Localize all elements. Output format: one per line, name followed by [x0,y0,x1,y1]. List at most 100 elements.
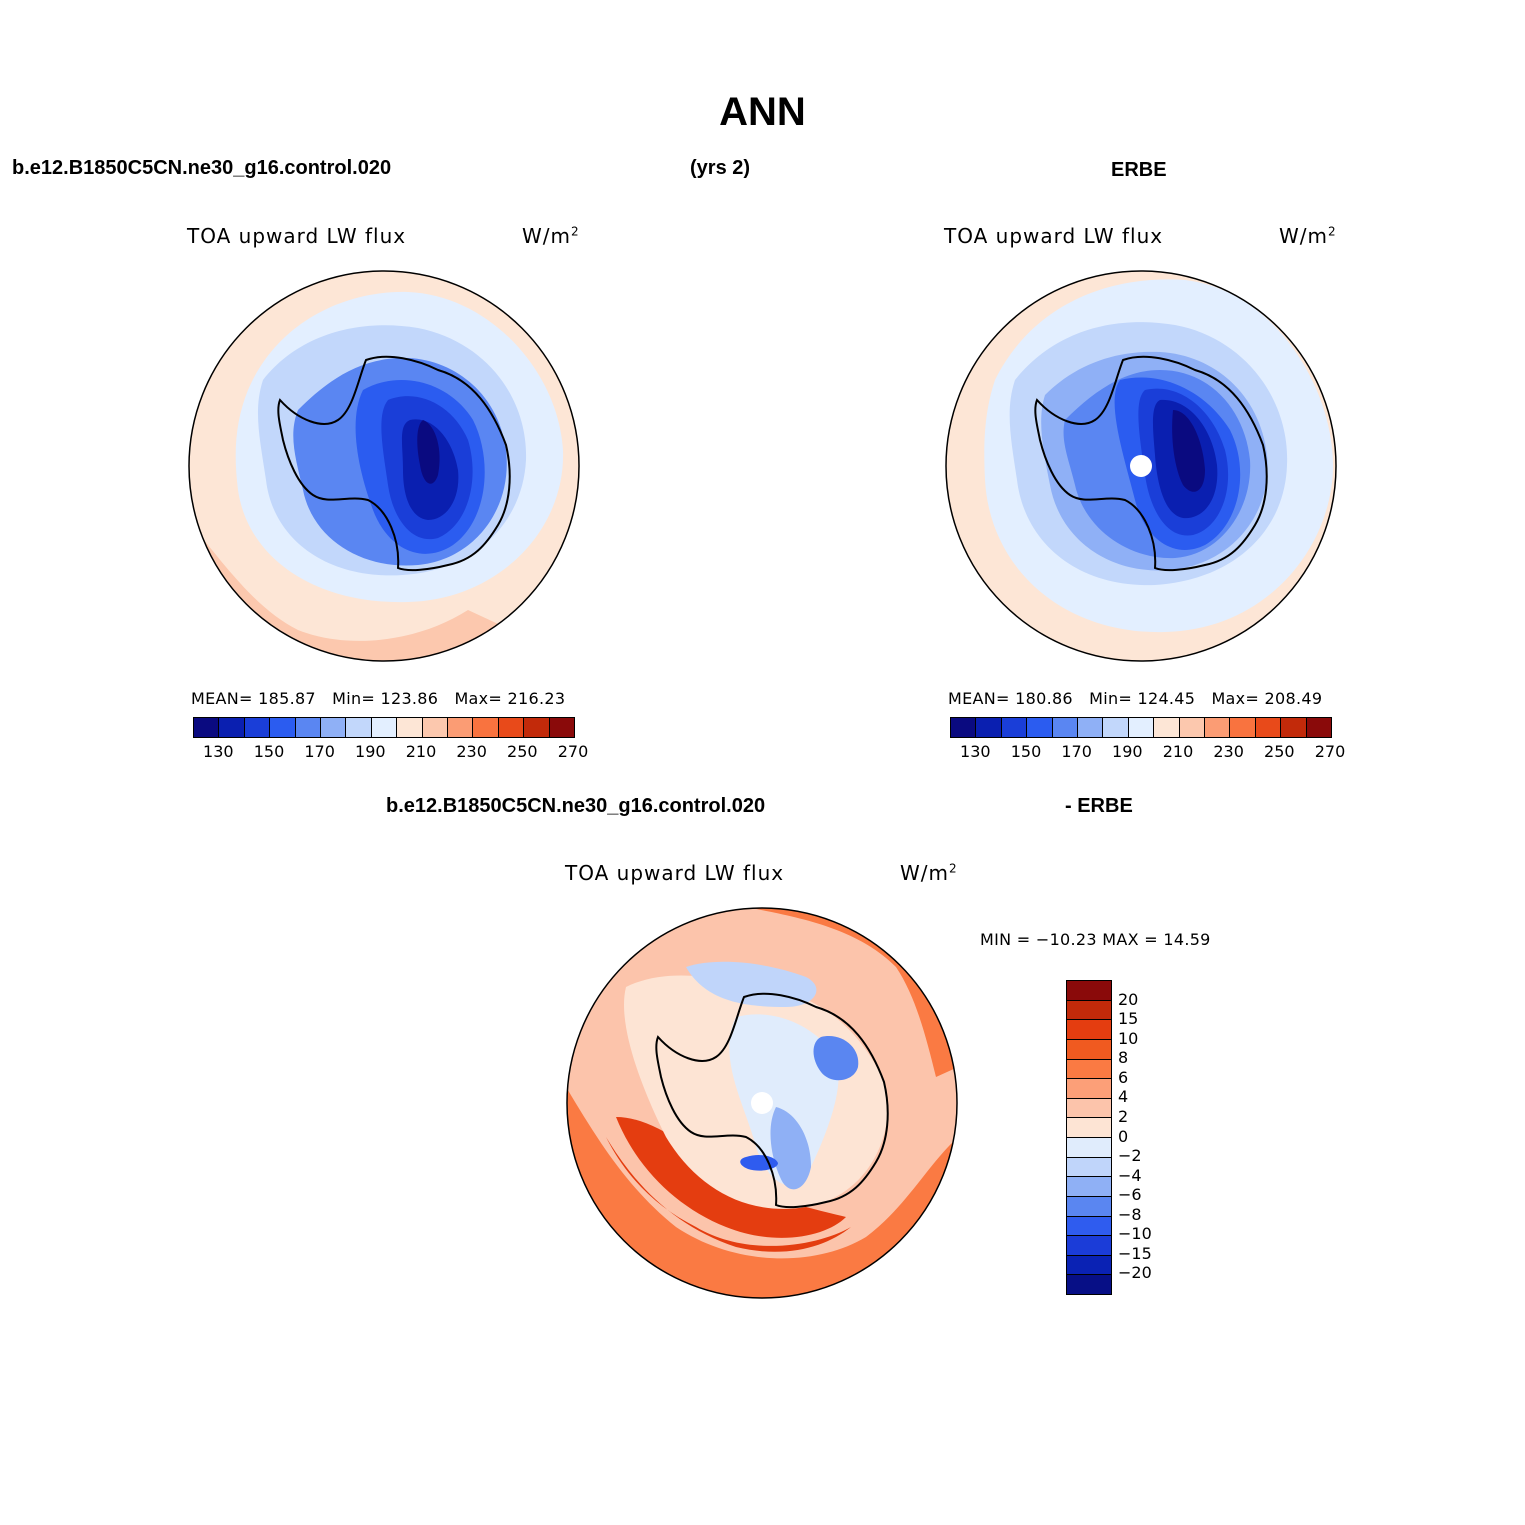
colorbar-swatch [1067,1274,1111,1294]
diff-field-0 [729,1014,839,1186]
colorbar-swatch [396,718,422,737]
diff-map-border [566,907,958,1299]
colorbar-swatch [472,718,498,737]
diff-field-neg4 [770,1107,811,1190]
diff-field-neg6 [813,1036,859,1081]
colorbar-tick-label: 270 [1314,742,1346,761]
colorbar-tick-label: 230 [456,742,487,761]
colorbar-swatch [194,718,219,737]
obs-units-label: W/m2 [1279,224,1337,248]
colorbar-tick-label: 250 [1264,742,1295,761]
main-title: ANN [719,90,806,134]
colorbar-swatch [975,718,1001,737]
colorbar-swatch [1280,718,1306,737]
model-map-border [188,270,580,662]
diff-polar-map [566,907,958,1299]
colorbar-swatch [1305,718,1332,737]
colorbar-swatch [1067,981,1111,1000]
colorbar-tick-label: 230 [1213,742,1244,761]
colorbar-tick-label: 10 [1118,1028,1139,1048]
diff-obs-header: - ERBE [1065,795,1133,817]
colorbar-tick-label: 210 [405,742,437,761]
colorbar-swatch [1178,718,1205,737]
colorbar-swatch [1067,1019,1111,1039]
colorbar-tick-label: 8 [1118,1048,1129,1068]
colorbar-swatch [1067,999,1111,1020]
colorbar-swatch [1067,1176,1111,1196]
colorbar-swatch [523,718,549,737]
model-antarctica-coastline [277,355,511,572]
diff-field-10 [606,1137,851,1252]
diff-stats: MIN = −10.23 MAX = 14.59 [980,930,1211,949]
colorbar-swatch [1067,1038,1111,1059]
diff-variable-label: TOA upward LW flux [565,861,785,885]
colorbar-tick-label: 130 [960,742,991,761]
colorbar-tick-label: −15 [1118,1243,1152,1263]
colorbar-swatch [1229,718,1255,737]
colorbar-tick-label: 150 [253,742,285,761]
colorbar-tick-label: 6 [1118,1067,1129,1087]
obs-field-130 [1172,410,1205,492]
model-colorbar [193,717,575,738]
colorbar-tick-label: 4 [1118,1087,1129,1107]
colorbar-swatch [243,718,270,737]
colorbar-tick-label: 2 [1118,1106,1129,1126]
colorbar-swatch [447,718,473,737]
diff-colorbar-ticks: 20 15 10 8 6 4 2 0 −2 −4 −6 −8 −10 −15 −20 [1118,980,1178,1293]
colorbar-tick-label: −6 [1118,1185,1142,1205]
obs-variable-label: TOA upward LW flux [944,224,1164,248]
diff-colorbar [1066,980,1112,1295]
obs-colorbar [950,717,1332,738]
colorbar-swatch [497,718,524,737]
colorbar-swatch [1067,1215,1111,1236]
colorbar-swatch [1204,718,1230,737]
obs-colorbar-ticks: 130 150 170 190 210 230 250 270 [950,742,1345,762]
colorbar-swatch [1067,1097,1111,1118]
colorbar-swatch [1067,1058,1111,1079]
colorbar-tick-label: 210 [1162,742,1194,761]
colorbar-tick-label: −4 [1118,1165,1142,1185]
model-field-warm [189,520,579,661]
colorbar-tick-label: −10 [1118,1224,1152,1244]
obs-name-header: ERBE [1111,159,1167,181]
colorbar-swatch [1067,1137,1111,1157]
diff-pole-gap [751,1092,773,1114]
colorbar-tick-label: 170 [1061,742,1092,761]
obs-stats: MEAN= 180.86 Min= 124.45 Max= 208.49 [948,689,1323,708]
model-field-130 [417,420,440,484]
years-header: (yrs 2) [690,157,751,179]
colorbar-swatch [951,718,976,737]
colorbar-swatch [370,718,397,737]
colorbar-swatch [1102,718,1128,737]
colorbar-swatch [421,718,448,737]
model-units-label: W/m2 [522,224,580,248]
colorbar-tick-label: 250 [507,742,538,761]
colorbar-swatch [1153,718,1179,737]
colorbar-swatch [320,718,346,737]
model-colorbar-ticks: 130 150 170 190 210 230 250 270 [193,742,588,762]
colorbar-swatch [1000,718,1027,737]
colorbar-tick-label: 15 [1118,1009,1139,1029]
colorbar-tick-label: −8 [1118,1204,1142,1224]
obs-polar-map [945,270,1337,662]
colorbar-swatch [269,718,295,737]
colorbar-tick-label: 150 [1010,742,1042,761]
diff-field-neg8 [740,1154,778,1171]
diff-antarctica-coastline [655,992,889,1209]
colorbar-tick-label: −20 [1118,1263,1152,1283]
colorbar-swatch [1067,1195,1111,1216]
colorbar-swatch [1067,1235,1111,1255]
colorbar-tick-label: 20 [1118,989,1139,1009]
colorbar-tick-label: 0 [1118,1126,1129,1146]
colorbar-swatch [1077,718,1103,737]
colorbar-tick-label: 190 [1112,742,1143,761]
colorbar-swatch [1127,718,1154,737]
model-stats: MEAN= 185.87 Min= 123.86 Max= 216.23 [191,689,566,708]
diff-field-8 [567,1087,957,1298]
obs-pole-gap [1130,455,1152,477]
colorbar-tick-label: 190 [355,742,386,761]
colorbar-swatch [1067,1156,1111,1177]
colorbar-swatch [345,718,371,737]
case-name-header: b.e12.B1850C5CN.ne30_g16.control.020 [12,157,392,179]
colorbar-tick-label: 270 [557,742,589,761]
